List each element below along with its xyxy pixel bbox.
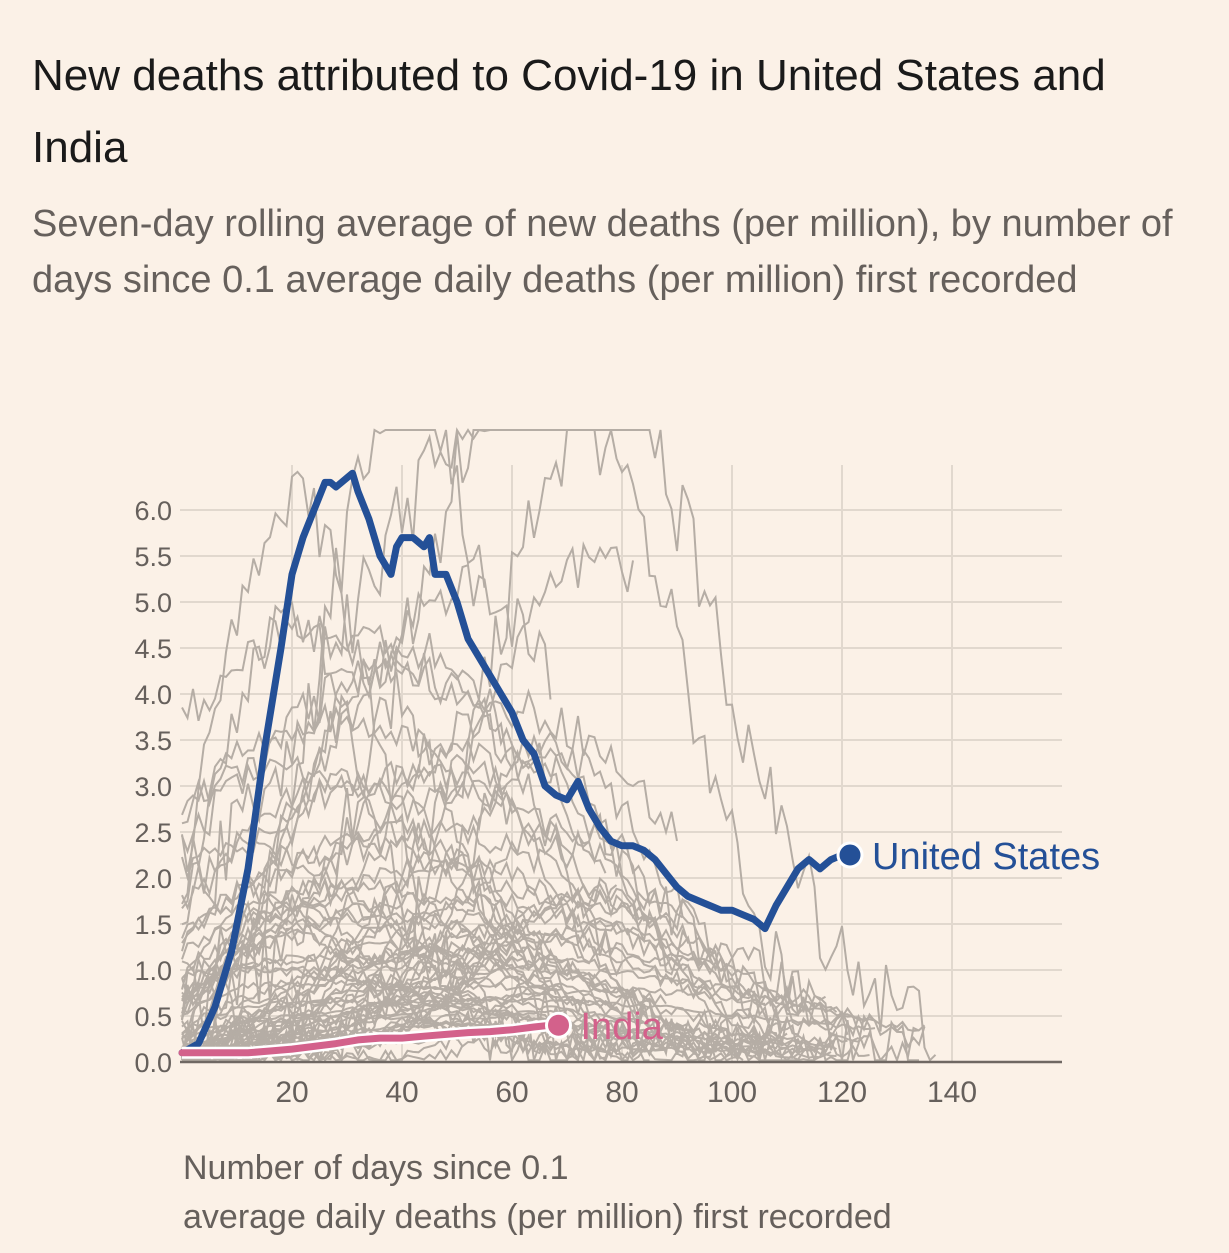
other-country-line [181,900,716,1061]
axes: 0.0 0.5 1.0 1.5 2.0 2.5 3.0 3.5 4.0 4.5 5.0 5.5 6.0 2… [134,496,1062,1109]
x-tick-label: 80 [605,1076,638,1109]
y-tick-label: 3.5 [134,726,172,756]
other-country-line [181,767,859,1063]
other-country-line [181,876,579,1062]
y-tick-label: 5.0 [134,588,172,618]
x-axis-label-line-1: Number of days since 0.1 [183,1149,569,1187]
y-tick-label: 5.5 [134,542,172,572]
x-tick-label: 100 [707,1076,757,1109]
other-country-line [182,428,486,1062]
other-country-line [181,964,832,1059]
other-country-line [181,650,920,1064]
other-country-line [181,892,464,1038]
other-country-line [181,953,739,1050]
y-tick-label: 6.0 [134,496,172,526]
x-tick-label: 120 [817,1076,867,1109]
other-country-line [181,427,600,909]
other-country-line [181,981,837,1058]
y-tick-label: 3.0 [134,772,172,802]
x-axis-label: Number of days since 0.1 average daily d… [183,1144,1083,1242]
other-countries-lines [181,427,937,1064]
india-label: India [581,1006,664,1048]
other-country-line [181,563,552,1020]
y-tick-label: 1.0 [134,956,172,986]
y-tick-label: 0.0 [134,1048,172,1078]
other-country-line [181,1013,491,1039]
other-country-line [181,924,706,1039]
highlighted-series: United States India [178,469,1100,1059]
other-country-line [181,882,684,1052]
y-tick-label: 1.5 [134,910,172,940]
other-country-line [181,943,656,1043]
chart-title: New deaths attributed to Covid-19 in Uni… [32,51,1106,172]
india-end-dot [545,1011,572,1039]
x-tick-label: 20 [275,1076,308,1109]
united-states-end-dot [836,841,864,869]
india-line [178,1021,554,1057]
x-axis-label-line-2: average daily deaths (per million) first… [183,1198,892,1236]
y-tick-label: 2.5 [134,818,172,848]
y-tick-label: 4.5 [134,634,172,664]
y-tick-label: 2.0 [134,864,172,894]
chart-subtitle: Seven-day rolling average of new deaths … [32,203,1173,301]
x-tick-label: 60 [495,1076,528,1109]
united-states-label: United States [872,836,1100,878]
other-country-line [181,932,783,1063]
x-tick-label: 140 [927,1076,977,1109]
x-tick-label: 40 [385,1076,418,1109]
other-country-line [181,736,837,1064]
other-country-line [181,893,629,1063]
y-tick-label: 0.5 [134,1002,172,1032]
united-states-line [178,469,846,1057]
other-country-line [181,930,744,1063]
y-tick-label: 4.0 [134,680,172,710]
other-country-line [181,429,919,1063]
other-country-line [181,978,661,1029]
